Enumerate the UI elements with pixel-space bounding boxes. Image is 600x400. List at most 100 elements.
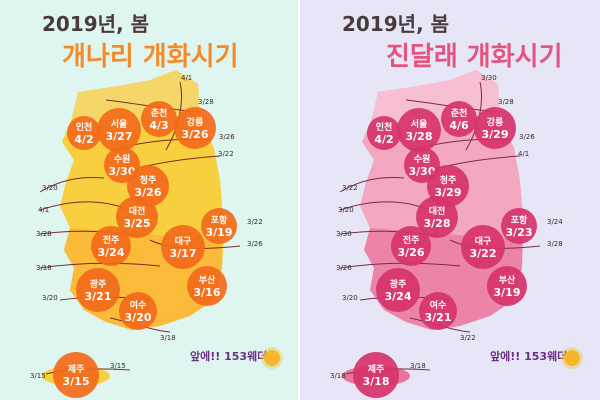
city-name: 전주 (403, 234, 420, 246)
azalea-map: 3/30 3/28 3/26 4/1 3/22 3/20 3/30 3/28 3/26 3/24 3… (330, 70, 563, 398)
city-bubble: 부산3/19 (487, 266, 527, 306)
city-name: 인천 (76, 122, 93, 133)
bloom-date: 3/19 (206, 226, 233, 239)
azalea-year: 2019년, 봄 (342, 12, 450, 36)
isoline-path (339, 262, 461, 269)
city-bubble: 서울3/28 (397, 108, 441, 152)
bloom-date: 3/21 (425, 311, 452, 324)
isoline-label: 3/20 (338, 206, 354, 214)
isoline-label: 3/28 (498, 98, 514, 106)
bloom-date: 3/24 (98, 246, 125, 259)
isoline-label: 4/1 (181, 74, 192, 82)
city-bubble: 강릉3/29 (474, 107, 516, 149)
city-bubble: 광주3/24 (376, 268, 420, 312)
isoline-label: 3/18 (330, 372, 346, 380)
city-bubble: 대전3/28 (416, 196, 458, 238)
brand-text: 앞에!! 153웨더 (190, 350, 268, 363)
city-bubble: 인천4/2 (67, 116, 101, 150)
brand-text: 앞에!! 153웨더 (490, 350, 568, 363)
bloom-date: 3/30 (409, 165, 436, 178)
city-name: 대전 (429, 205, 446, 217)
city-bubble: 강릉3/26 (174, 107, 216, 149)
city-bubble-circle (76, 268, 120, 312)
city-bubble-circle (97, 108, 141, 152)
bloom-date: 3/29 (482, 128, 509, 141)
isoline-label: 4/1 (38, 206, 49, 214)
isoline-label: 3/28 (547, 240, 563, 248)
city-name: 부산 (199, 274, 216, 286)
bloom-date: 4/6 (449, 119, 469, 132)
city-name: 전주 (103, 234, 120, 246)
bloom-date: 3/20 (125, 311, 152, 324)
bloom-date: 3/26 (398, 246, 425, 259)
city-bubble-circle (441, 101, 477, 137)
city-name: 수원 (114, 153, 131, 165)
forsythia-year: 2019년, 봄 (42, 12, 150, 36)
city-name: 여수 (130, 299, 147, 311)
city-name: 제주 (68, 363, 85, 375)
isoline-label: 3/18 (410, 362, 426, 370)
forsythia-panel: 2019년, 봄 개나리 개화시기 4/1 3/28 3/26 3/22 3/20 4/1… (0, 0, 300, 400)
isoline-label: 3/20 (42, 294, 58, 302)
isoline-label: 3/20 (342, 294, 358, 302)
isoline-label: 3/26 (336, 264, 352, 272)
city-bubble: 여수3/21 (419, 292, 457, 330)
bloom-date: 3/27 (106, 130, 133, 143)
sun-icon (264, 350, 280, 366)
bloom-date: 3/26 (135, 186, 162, 199)
city-bubble: 부산3/16 (187, 266, 227, 306)
bloom-date: 3/21 (85, 290, 112, 303)
bloom-date: 3/17 (170, 247, 197, 260)
isoline-label: 4/1 (518, 150, 529, 158)
bloom-date: 4/2 (74, 133, 93, 146)
isoline-labels: 3/30 3/28 3/26 4/1 3/22 3/20 3/30 3/28 3/26 3/24 3… (330, 74, 563, 380)
city-bubble: 전주3/24 (91, 226, 131, 266)
brand-logo: 앞에!! 153웨더 (190, 350, 280, 382)
bloom-date: 3/25 (124, 217, 151, 230)
city-bubble: 제주3/18 (353, 352, 399, 398)
bloom-date: 3/22 (470, 247, 497, 260)
city-bubble: 광주3/21 (76, 268, 120, 312)
city-bubble-circle (201, 208, 237, 244)
bloom-date: 3/26 (182, 128, 209, 141)
bloom-date: 3/30 (109, 165, 136, 178)
bloom-date: 3/23 (506, 226, 533, 239)
bloom-date: 3/16 (194, 286, 221, 299)
city-bubble: 여수3/20 (119, 292, 157, 330)
city-name: 광주 (390, 278, 407, 290)
bloom-date: 3/24 (385, 290, 412, 303)
isoline-label: 3/30 (481, 74, 497, 82)
city-name: 대전 (129, 205, 146, 217)
isoline-label: 3/15 (30, 372, 46, 380)
city-bubble: 포항3/19 (201, 208, 237, 244)
isoline-label: 3/22 (247, 218, 263, 226)
azalea-panel: 2019년, 봄 진달래 개화시기 3/30 3/28 3/26 4/1 3/22 3/2… (300, 0, 600, 400)
bloom-date: 3/19 (494, 286, 521, 299)
isoline-label: 3/15 (110, 362, 126, 370)
city-name: 청주 (440, 174, 457, 186)
city-bubble-circle (461, 225, 505, 269)
city-bubble: 춘천4/6 (441, 101, 477, 137)
city-name: 강릉 (187, 116, 204, 128)
city-name: 청주 (140, 174, 157, 186)
city-name: 춘천 (151, 107, 168, 119)
forsythia-map: 4/1 3/28 3/26 3/22 3/20 4/1 3/28 3/26 3/18 3/22 3/… (30, 70, 263, 398)
city-name: 대구 (175, 235, 192, 247)
city-bubble: 전주3/26 (391, 226, 431, 266)
isoline-label: 3/20 (42, 184, 58, 192)
city-bubble-circle (174, 107, 216, 149)
city-name: 광주 (90, 278, 107, 290)
city-bubble-circle (116, 196, 158, 238)
city-bubble-circle (487, 266, 527, 306)
city-name: 대구 (475, 235, 492, 247)
brand-logo: 앞에!! 153웨더 (490, 350, 580, 382)
isoline-labels: 4/1 3/28 3/26 3/22 3/20 4/1 3/28 3/26 3/18 3/22 3/… (30, 74, 263, 380)
isoline-path (339, 177, 405, 193)
city-name: 부산 (499, 274, 516, 286)
isoline-path (39, 262, 161, 269)
city-name: 여수 (430, 299, 447, 311)
bloom-date: 3/29 (435, 186, 462, 199)
city-bubble-circle (391, 226, 431, 266)
